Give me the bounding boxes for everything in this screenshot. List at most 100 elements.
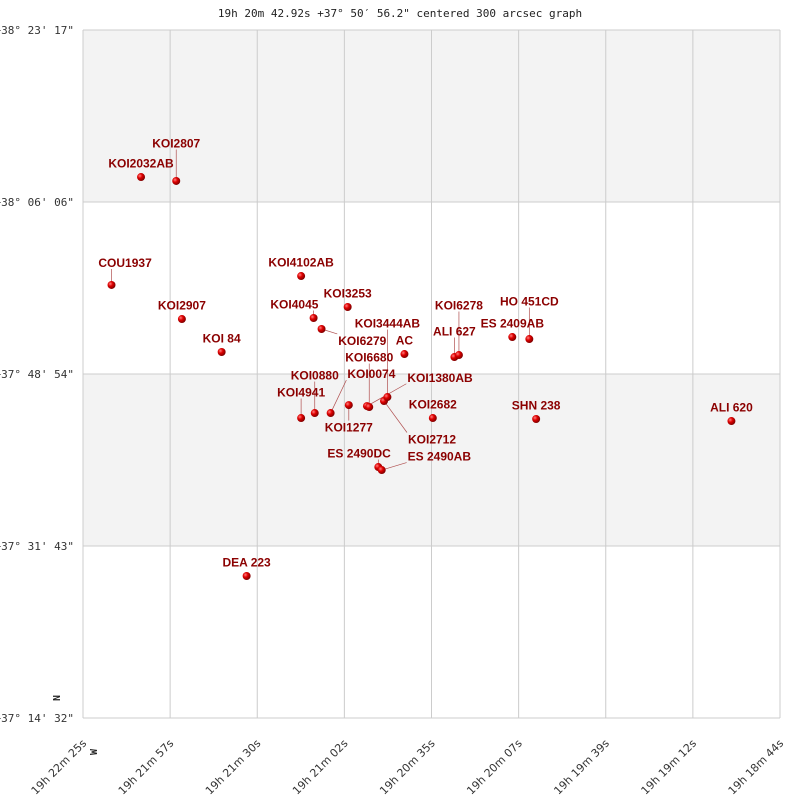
star-label: KOI2712: [408, 433, 456, 447]
star-point[interactable]: [326, 409, 335, 418]
star-marker: [532, 414, 541, 423]
y-tick-label: +37° 48' 54": [0, 368, 74, 381]
star-label: AC: [396, 334, 414, 348]
x-tick-label: 19h 19m 39s: [551, 737, 612, 798]
star-label: KOI3444AB: [355, 317, 421, 331]
star-marker: [317, 324, 326, 333]
north-indicator: N: [52, 695, 63, 701]
star-label: KOI4941: [277, 386, 325, 400]
star-label: SHN 238: [512, 398, 561, 412]
star-marker: [454, 351, 463, 360]
star-point[interactable]: [217, 347, 226, 356]
star-point[interactable]: [309, 314, 318, 323]
x-tick-label: 19h 19m 12s: [639, 737, 700, 798]
y-tick-label: +38° 23' 17": [0, 24, 74, 37]
star-point[interactable]: [310, 409, 319, 418]
star-marker: [137, 173, 146, 182]
star-label: KOI0880: [291, 369, 339, 383]
star-marker: [177, 315, 186, 324]
star-point[interactable]: [172, 176, 181, 185]
star-marker: [383, 393, 392, 402]
x-axis-ticks: 19h 22m 25s 19h 21m 57s 19h 21m 30s 19h 21m…: [29, 737, 787, 798]
star-point[interactable]: [242, 572, 251, 581]
y-axis-ticks: +38° 23' 17" +38° 06' 06" +37° 48' 54" +37°…: [0, 24, 74, 725]
y-tick-label: +37° 31' 43": [0, 540, 74, 553]
star-point[interactable]: [727, 417, 736, 426]
x-tick-label: 19h 21m 57s: [116, 737, 177, 798]
star-label: KOI1380AB: [407, 371, 473, 385]
data-labels: KOI2032AB KOI2807 COU1937 KOI4102AB KOI2907 K…: [98, 136, 753, 569]
star-label: ES 2490DC: [327, 447, 391, 461]
star-point[interactable]: [297, 414, 306, 423]
star-marker: [172, 176, 181, 185]
star-marker: [107, 280, 116, 289]
star-label: KOI3253: [324, 287, 372, 301]
star-marker: [310, 409, 319, 418]
star-point[interactable]: [344, 401, 353, 410]
star-label: ALI 627: [433, 325, 476, 339]
star-marker: [365, 403, 374, 412]
grid-lines: [82, 29, 781, 719]
data-points: [107, 173, 736, 581]
star-label: KOI2907: [158, 299, 206, 313]
star-label: ES 2490AB: [408, 450, 472, 464]
star-marker: [727, 417, 736, 426]
x-tick-label: 19h 21m 30s: [203, 737, 264, 798]
star-label: KOI4102AB: [268, 256, 334, 270]
star-label: COU1937: [98, 256, 152, 270]
star-point[interactable]: [317, 324, 326, 333]
star-point[interactable]: [532, 414, 541, 423]
star-marker: [309, 314, 318, 323]
star-marker: [297, 414, 306, 423]
west-indicator: W: [89, 748, 100, 755]
chart-title: 19h 20m 42.92s +37° 50′ 56.2" centered 3…: [218, 7, 582, 20]
star-point[interactable]: [400, 350, 409, 359]
label-leader-line: [383, 400, 408, 433]
star-marker: [326, 409, 335, 418]
star-label: KOI6279: [338, 334, 386, 348]
star-point[interactable]: [508, 333, 517, 342]
star-point[interactable]: [377, 466, 386, 475]
star-point[interactable]: [365, 403, 374, 412]
star-point[interactable]: [525, 335, 534, 344]
star-marker: [343, 303, 352, 312]
star-label: ALI 620: [710, 401, 753, 415]
star-label: KOI4045: [270, 298, 318, 312]
x-tick-label: 19h 21m 02s: [290, 737, 351, 798]
star-label: HO 451CD: [500, 295, 559, 309]
label-leader-line: [381, 462, 407, 471]
star-label: KOI6680: [345, 351, 393, 365]
star-marker: [297, 272, 306, 281]
star-label: ES 2409AB: [481, 317, 545, 331]
star-marker: [344, 401, 353, 410]
star-label: DEA 223: [222, 556, 271, 570]
star-point[interactable]: [297, 272, 306, 281]
star-point[interactable]: [343, 303, 352, 312]
star-label: KOI2032AB: [108, 157, 174, 171]
star-marker: [400, 350, 409, 359]
star-label: KOI2807: [152, 136, 200, 150]
star-label: KOI2682: [409, 398, 457, 412]
x-tick-label: 19h 20m 35s: [377, 737, 438, 798]
star-marker: [525, 335, 534, 344]
star-point[interactable]: [454, 351, 463, 360]
star-label: KOI1277: [325, 421, 373, 435]
label-leader-line: [330, 379, 347, 414]
y-tick-label: +38° 06' 06": [0, 196, 74, 209]
star-label: KOI6278: [435, 299, 483, 313]
y-tick-label: +37° 14' 32": [0, 712, 74, 725]
star-point[interactable]: [177, 315, 186, 324]
star-marker: [377, 466, 386, 475]
x-tick-label: 19h 22m 25s: [29, 737, 90, 798]
x-tick-label: 19h 18m 44s: [726, 737, 787, 798]
star-marker: [242, 572, 251, 581]
star-point[interactable]: [137, 173, 146, 182]
star-point[interactable]: [107, 280, 116, 289]
star-label: KOI0074: [347, 367, 395, 381]
star-marker: [428, 414, 437, 423]
star-point[interactable]: [383, 393, 392, 402]
star-marker: [217, 347, 226, 356]
star-label: KOI 84: [203, 331, 241, 345]
star-point[interactable]: [428, 414, 437, 423]
